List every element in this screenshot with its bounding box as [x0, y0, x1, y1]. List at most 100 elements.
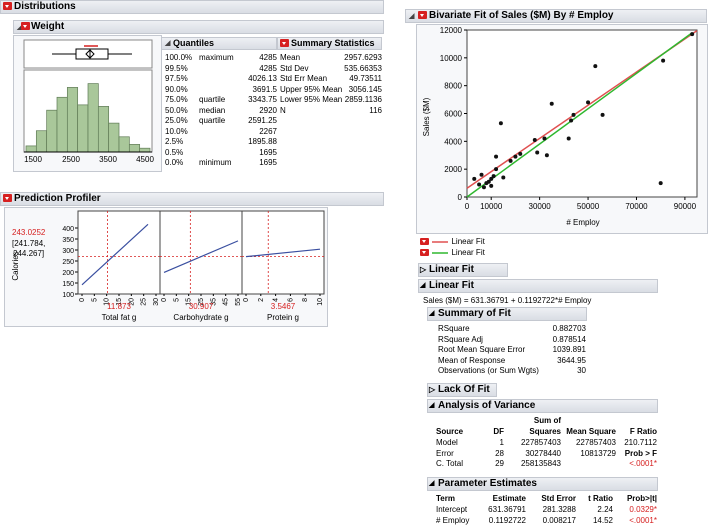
scatter-point[interactable]: [513, 154, 518, 159]
distributions-header[interactable]: Distributions: [0, 0, 384, 14]
anova-cell: 258135843: [520, 459, 561, 468]
anova-cell: <.0001*: [629, 459, 657, 468]
scatter-y-tick: 8000: [444, 82, 462, 91]
disclosure-open-icon[interactable]: ◢: [429, 402, 435, 409]
scatter-point[interactable]: [549, 101, 554, 106]
anova-col-header: Sum of: [533, 416, 561, 425]
disclosure-open-icon[interactable]: ◢: [429, 480, 435, 487]
weight-title: Weight: [31, 21, 65, 32]
profiler-x-tick: 0: [243, 298, 250, 302]
scatter-point[interactable]: [479, 172, 484, 177]
disclosure-open-icon[interactable]: ◢: [165, 40, 171, 47]
disclosure-open-icon[interactable]: ◢: [409, 13, 415, 20]
scatter-point[interactable]: [481, 185, 486, 190]
scatter-point[interactable]: [586, 100, 591, 105]
scatter-point[interactable]: [501, 175, 506, 180]
legend-item[interactable]: Linear Fit: [420, 247, 485, 258]
anova-header[interactable]: ◢ Analysis of Variance: [427, 399, 658, 413]
quantile-name: median: [199, 105, 226, 115]
anova-cell: 28: [495, 448, 504, 458]
profiler-x-tick: 2: [258, 298, 265, 302]
quantile-pct: 0.0%: [165, 158, 184, 167]
param-header[interactable]: ◢ Parameter Estimates: [427, 477, 658, 491]
scatter-point[interactable]: [518, 151, 523, 156]
scatter-point[interactable]: [690, 32, 695, 37]
fit-line[interactable]: [466, 32, 693, 198]
scatter-point[interactable]: [532, 137, 537, 142]
disclosure-open-icon[interactable]: ◢: [17, 24, 23, 31]
bivariate-header[interactable]: ◢ Bivariate Fit of Sales ($M) By # Emplo…: [405, 9, 707, 23]
scatter-point[interactable]: [491, 174, 496, 179]
scatter-point[interactable]: [661, 58, 666, 63]
quantile-pct: 99.5%: [165, 63, 188, 73]
hist-tick: 4500: [136, 155, 154, 164]
scatter-point[interactable]: [494, 167, 499, 172]
scatter-point[interactable]: [498, 121, 503, 126]
anova-cell: Prob > F: [624, 448, 657, 458]
scatter-y-tick: 0: [458, 193, 463, 202]
profiler-x-tick: 5: [173, 298, 180, 302]
param-cell: 0.1192722: [488, 515, 526, 525]
scatter-point[interactable]: [569, 118, 574, 123]
profiler-y-axis: 400 350 300 250 200 150 100: [62, 226, 78, 299]
profiler-x-value[interactable]: 3.5467: [271, 302, 296, 311]
scatter-point[interactable]: [566, 136, 571, 141]
param-title: Parameter Estimates: [438, 478, 537, 489]
summary-fit-value: 3644.95: [557, 355, 586, 365]
scatter-point[interactable]: [489, 183, 494, 188]
linear-fit-header[interactable]: ◢ Linear Fit: [418, 279, 658, 293]
quantile-pct: 100.0%: [165, 53, 193, 62]
legend-item[interactable]: Linear Fit: [420, 236, 485, 247]
quantile-name: quartile: [199, 116, 226, 125]
anova-col-header: Source: [436, 427, 464, 436]
profiler-panel[interactable]: 0 2 4 6 8 10 3.5467 Protein g: [241, 210, 325, 322]
profiler-header[interactable]: Prediction Profiler: [0, 192, 384, 206]
profiler-x-value[interactable]: 30.907: [189, 302, 214, 311]
scatter-point[interactable]: [542, 136, 547, 141]
profiler-x-label: Carbohydrate g: [173, 313, 228, 322]
scatter-point[interactable]: [486, 179, 491, 184]
quantiles-header[interactable]: ◢ Quantiles: [161, 37, 277, 50]
param-col-header: Std Error: [541, 494, 576, 503]
scatter-point[interactable]: [600, 112, 605, 117]
profiler-panel[interactable]: 0 5 15 25 35 45 55 30.907 Carbohydrate g: [159, 210, 243, 322]
scatter-point[interactable]: [494, 154, 499, 159]
scatter-point[interactable]: [535, 150, 540, 155]
red-triangle-menu-icon[interactable]: [280, 39, 289, 47]
disclosure-closed-icon[interactable]: ▷: [420, 265, 427, 274]
lack-of-fit-header[interactable]: ▷ Lack Of Fit: [427, 383, 497, 397]
linear-fit-collapsed-header[interactable]: ▷ Linear Fit: [418, 263, 508, 277]
scatter-point[interactable]: [472, 176, 477, 181]
disclosure-closed-icon[interactable]: ▷: [429, 385, 436, 394]
profiler-panel[interactable]: 0 5 10 15 20 25 30 11.873 Total fat g: [77, 210, 161, 322]
quantile-pct: 2.5%: [165, 137, 184, 146]
scatter-point[interactable]: [508, 158, 513, 163]
profiler-trace: [81, 223, 149, 286]
profiler-y-tick: 300: [62, 248, 74, 255]
red-triangle-menu-icon[interactable]: [3, 194, 12, 202]
scatter-point[interactable]: [571, 112, 576, 117]
red-triangle-menu-icon[interactable]: [3, 2, 12, 10]
red-triangle-menu-icon[interactable]: [420, 249, 429, 257]
scatter-point[interactable]: [477, 182, 482, 187]
profiler-x-tick: 0: [79, 298, 86, 302]
scatter-point[interactable]: [544, 153, 549, 158]
red-triangle-menu-icon[interactable]: [21, 22, 30, 30]
profiler-x-value[interactable]: 11.873: [107, 302, 131, 311]
scatter-x-label: # Employ: [566, 218, 599, 227]
anova-cell: 30278440: [525, 448, 561, 458]
quantile-pct: 50.0%: [165, 105, 188, 115]
red-triangle-menu-icon[interactable]: [420, 238, 429, 246]
weight-header[interactable]: ◢ Weight: [13, 20, 384, 34]
histogram-bar: [87, 83, 99, 153]
scatter-point[interactable]: [593, 64, 598, 69]
quantile-value: 1695: [259, 147, 277, 157]
summary-fit-header[interactable]: ◢ Summary of Fit: [427, 307, 587, 321]
red-triangle-menu-icon[interactable]: [418, 11, 427, 19]
scatter-point[interactable]: [489, 176, 494, 181]
scatter-y-tick: 10000: [440, 54, 463, 63]
scatter-point[interactable]: [658, 181, 663, 186]
disclosure-open-icon[interactable]: ◢: [429, 310, 435, 317]
summary-header[interactable]: Summary Statistics: [277, 37, 382, 50]
disclosure-open-icon[interactable]: ◢: [420, 282, 426, 289]
